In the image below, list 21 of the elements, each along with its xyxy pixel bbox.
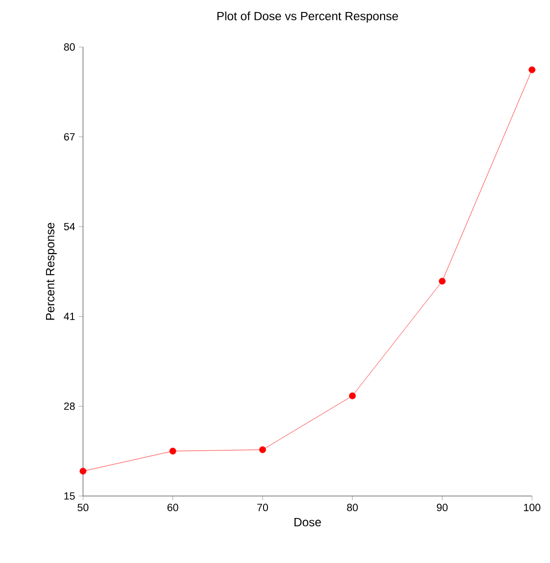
point xyxy=(80,468,86,475)
point xyxy=(438,278,446,285)
point xyxy=(169,448,176,454)
x-tick-label: 90 xyxy=(436,504,448,512)
y-tick-label: 80 xyxy=(64,43,75,51)
x-tick-label: 70 xyxy=(257,504,268,512)
x-axis-title: Dose xyxy=(294,518,321,526)
x-tick-label: 100 xyxy=(524,504,540,512)
point xyxy=(349,392,356,400)
y-tick-label: 54 xyxy=(64,222,75,230)
chart-title: Plot of Dose vs Percent Response xyxy=(217,12,398,23)
point xyxy=(528,66,536,74)
x-tick-label: 50 xyxy=(78,504,88,512)
y-tick-label: 67 xyxy=(64,133,75,141)
x-tick-label: 60 xyxy=(168,504,178,512)
x-tick-label: 80 xyxy=(347,504,358,512)
point xyxy=(259,446,266,454)
y-tick-label: 28 xyxy=(64,402,75,410)
y-axis-title: Percent Response xyxy=(46,222,57,320)
y-tick-label: 15 xyxy=(64,492,75,500)
y-tick-label: 41 xyxy=(64,312,75,320)
